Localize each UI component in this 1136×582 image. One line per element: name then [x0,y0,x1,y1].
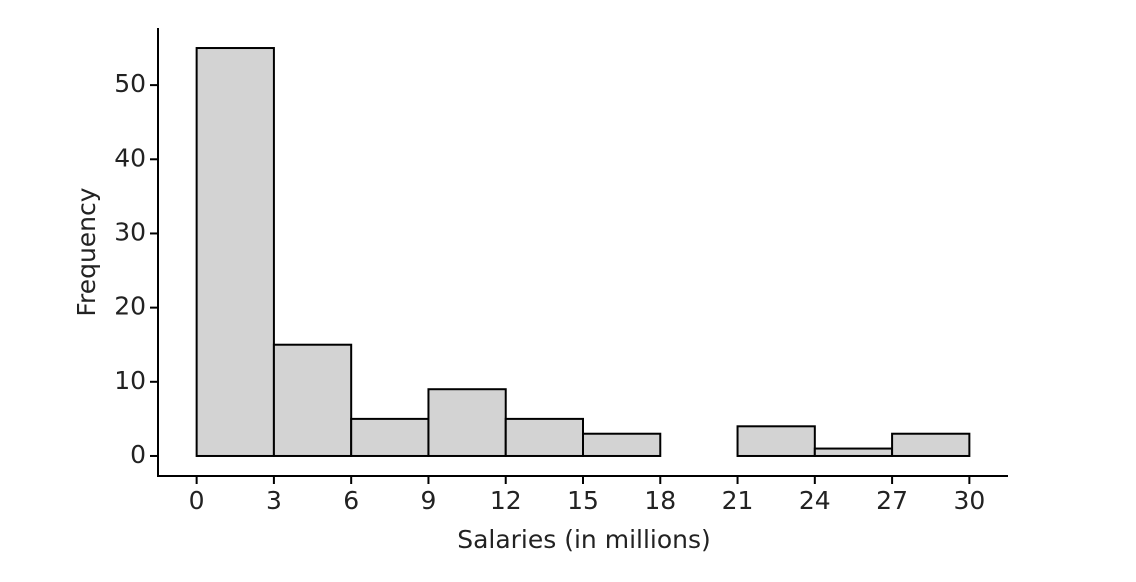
bar [427,388,507,457]
bar [195,47,275,457]
y-tick-label: 0 [130,440,146,469]
x-tick-label: 15 [567,486,599,515]
x-tick-label: 21 [722,486,754,515]
y-axis-label: Frequency [72,187,101,316]
bar [891,432,971,457]
y-tick-label: 30 [114,217,146,246]
bar [582,432,662,457]
x-tick-label: 3 [266,486,282,515]
bar [813,447,894,457]
x-tick-label: 30 [953,486,985,515]
bar [272,343,353,457]
bar [736,425,816,457]
y-tick-label: 20 [114,292,146,321]
y-tick-label: 10 [114,366,146,395]
x-tick-label: 6 [343,486,359,515]
bar [350,417,430,457]
bar [504,417,584,457]
x-tick-label: 0 [189,486,205,515]
x-tick-label: 9 [421,486,437,515]
x-tick-label: 24 [799,486,831,515]
x-axis-label: Salaries (in millions) [457,525,711,554]
x-tick-label: 12 [490,486,522,515]
y-tick-label: 50 [114,69,146,98]
y-tick-label: 40 [114,143,146,172]
x-tick-label: 18 [644,486,676,515]
x-tick-label: 27 [876,486,908,515]
